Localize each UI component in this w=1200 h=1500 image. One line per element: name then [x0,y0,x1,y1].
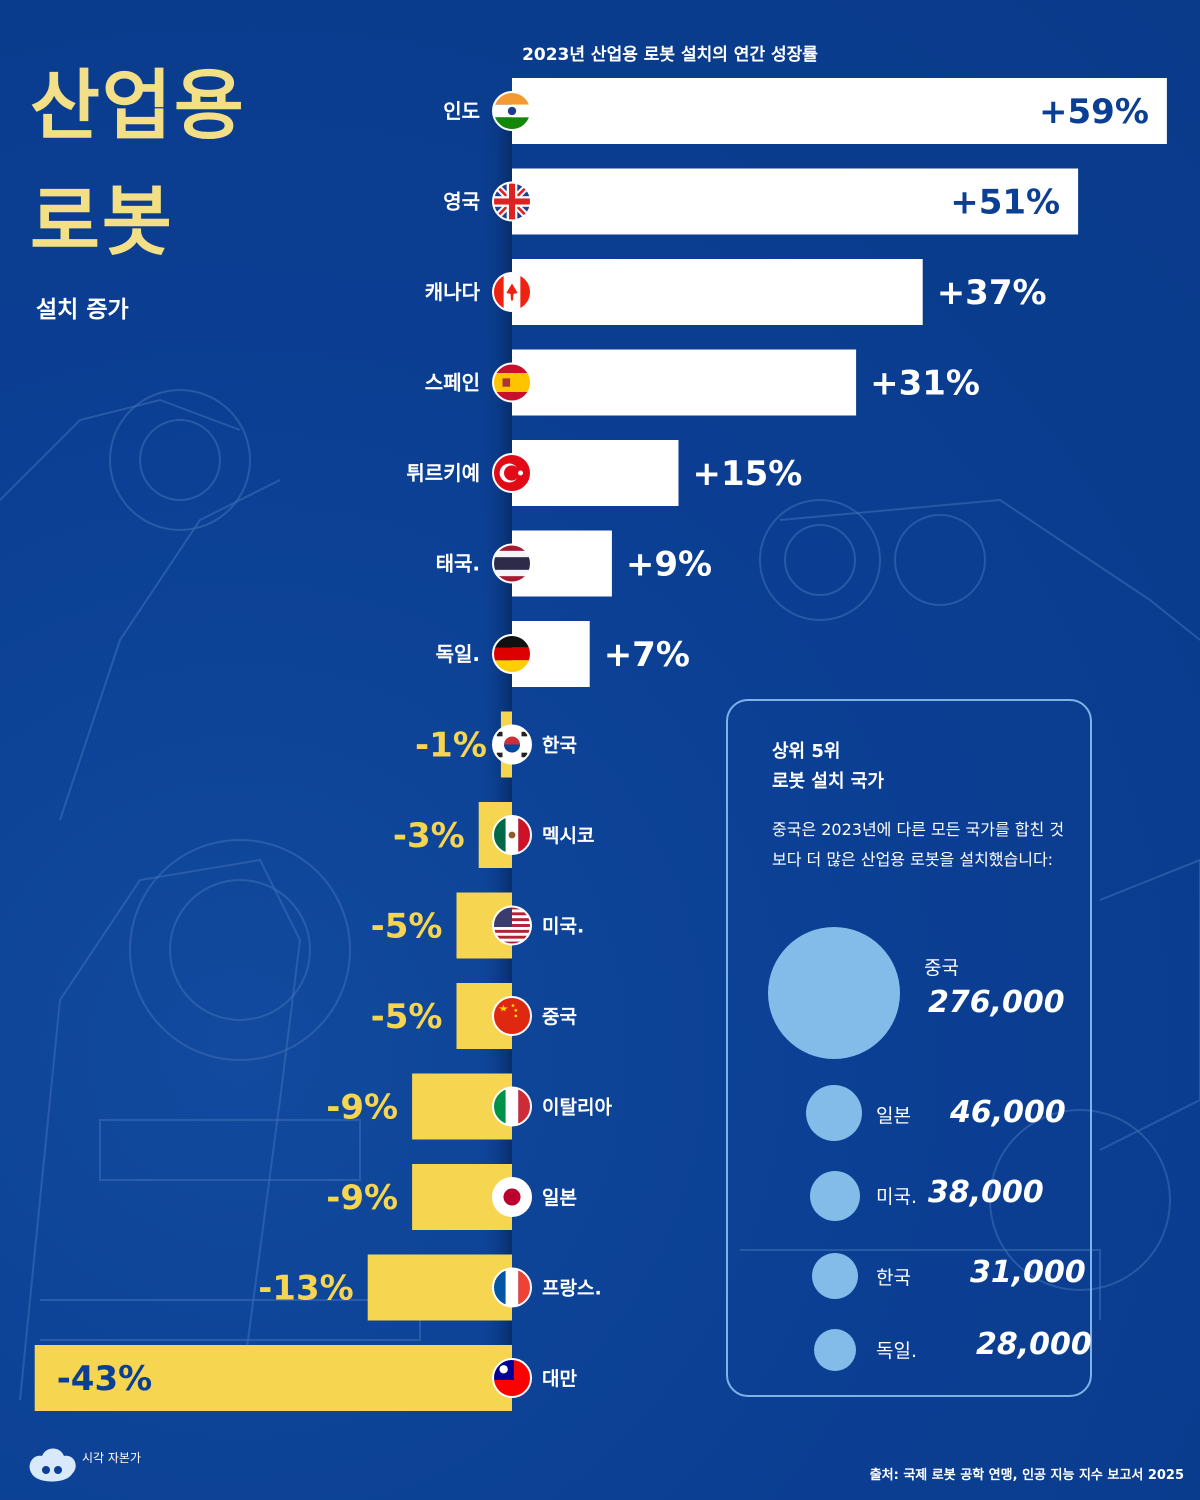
top5-description: 중국은 2023년에 다른 모든 국가를 합친 것보다 더 많은 산업용 로봇을… [772,820,1065,869]
turkey-flag-icon [492,453,532,493]
category-label-4: 튀르키예 [406,461,480,485]
title-line2: 로봇 [30,177,174,266]
korea-flag-icon [492,724,532,765]
bubble-value-korea: 31,000 [970,1255,1086,1290]
category-label-7: 한국 [542,735,577,757]
japan-flag-icon [492,1177,532,1217]
bar-4 [512,440,679,506]
title-line1: 산업용 [30,61,246,150]
bar-3 [512,349,857,416]
subtitle: 설치 증가 [36,297,129,323]
bar-13 [367,1254,512,1321]
chart-title: 2023년 산업용 로봇 설치의 연간 성장률 [522,45,818,65]
value-label-2: +37% [937,273,1047,313]
visual-capitalist-logo [29,1448,76,1482]
bubble-value-germany: 28,000 [976,1327,1092,1362]
bar-0 [512,78,1167,144]
bubble-china [768,927,900,1059]
category-label-3: 스페인 [425,371,480,395]
france-flag-icon [492,1267,532,1308]
bubble-label-korea: 한국 [876,1267,911,1289]
value-label-12: -9% [326,1178,398,1218]
bubble-germany [814,1329,856,1371]
value-label-0: +59% [1039,92,1149,132]
thailand-flag-icon [492,543,532,584]
uk-flag-icon [492,181,532,222]
bubble-label-usa: 미국. [876,1186,917,1208]
category-label-13: 프랑스. [542,1278,602,1300]
category-label-6: 독일. [436,642,480,666]
top5-heading-line1: 상위 5위 [772,741,841,762]
bubble-value-usa: 38,000 [928,1175,1044,1210]
canada-flag-icon [492,272,532,312]
china-flag-icon [492,996,532,1036]
italy-flag-icon [492,1086,532,1127]
germany-flag-icon [492,634,532,674]
category-label-2: 캐나다 [425,280,481,304]
value-label-6: +7% [604,635,690,675]
bar-14 [34,1345,512,1411]
bar-2 [512,259,923,325]
bubble-label-china: 중국 [924,957,959,979]
india-flag-icon [492,91,532,131]
category-label-12: 일본 [542,1187,577,1209]
value-label-10: -5% [371,997,443,1037]
bubble-value-china: 276,000 [928,985,1065,1020]
mexico-flag-icon [492,815,532,855]
category-label-14: 대만 [542,1368,577,1390]
usa-flag-icon [492,905,532,946]
category-label-5: 태국. [436,552,480,576]
value-label-9: -5% [371,907,443,947]
taiwan-flag-icon [492,1358,532,1398]
bubble-label-japan: 일본 [876,1105,911,1127]
bubble-label-germany: 독일. [876,1340,917,1362]
value-label-7: -1% [415,726,487,766]
spain-flag-icon [492,362,532,403]
value-label-1: +51% [950,183,1060,223]
brand-name: 시각 자본가 [82,1451,142,1465]
category-label-0: 인도 [443,99,480,123]
value-label-11: -9% [326,1088,398,1128]
top5-heading-line2: 로봇 설치 국가 [772,771,884,792]
bubble-korea [812,1253,858,1299]
bubble-japan [806,1085,862,1141]
bubble-value-japan: 46,000 [950,1095,1066,1130]
category-label-1: 영국 [443,190,480,214]
value-label-13: -13% [258,1269,354,1309]
category-label-11: 이탈리아 [542,1097,612,1119]
source-note: 출처: 국제 로봇 공학 연맹, 인공 지능 지수 보고서 2025 [869,1468,1184,1483]
value-label-8: -3% [393,816,465,856]
bubble-usa [810,1171,860,1221]
category-label-9: 미국. [542,916,584,938]
value-label-5: +9% [626,545,712,585]
value-label-3: +31% [870,364,980,404]
bar-1 [512,168,1079,235]
top5-panel: 상위 5위 로봇 설치 국가 중국은 2023년에 다른 모든 국가를 합친 것… [726,699,1092,1397]
value-label-14: -43% [57,1359,153,1399]
category-label-10: 중국 [542,1006,577,1028]
value-label-4: +15% [693,454,803,494]
category-label-8: 멕시코 [542,825,594,847]
bar-chart: 인도 +59% 영국 +51% 캐나다 +37% 스페인 +31% 튀르키예 +15% 태국. +9%… [34,78,1167,1411]
